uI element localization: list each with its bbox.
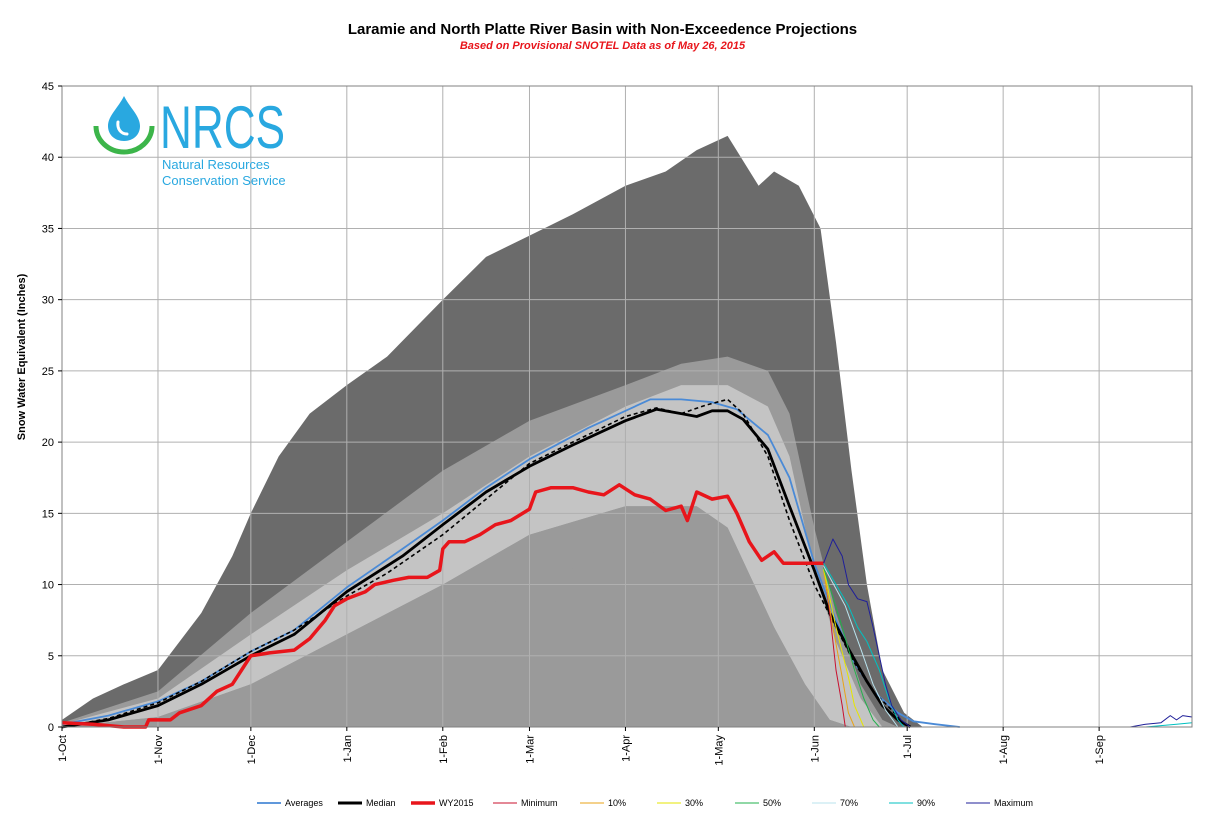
y-axis-ticks: 0 5 10 15 20 25 30 35 40 45 xyxy=(42,81,62,734)
series-line-50- xyxy=(823,567,880,728)
logo-line1: Natural Resources xyxy=(162,157,270,172)
gridlines xyxy=(61,85,1192,728)
x-tick-label: 1-May xyxy=(713,735,725,766)
legend-label: 30% xyxy=(685,798,703,808)
y-tick-label: 20 xyxy=(42,437,54,449)
drop-highlight-icon xyxy=(116,120,129,136)
y-tick-label: 25 xyxy=(42,366,54,378)
y-tick-label: 15 xyxy=(42,508,54,520)
nrcs-logo: NRCS Natural Resources Conservation Serv… xyxy=(93,94,286,188)
legend-label: Median xyxy=(366,798,396,808)
y-tick-label: 10 xyxy=(42,580,54,592)
series-line-70- xyxy=(823,565,899,728)
legend-label: 90% xyxy=(917,798,935,808)
y-tick-label: 30 xyxy=(42,295,54,307)
x-tick-label: 1-Dec xyxy=(246,735,258,765)
green-arc-icon xyxy=(93,125,155,155)
water-drop-icon xyxy=(108,96,140,141)
y-tick-label: 0 xyxy=(48,722,54,734)
x-axis-ticks: 1-Oct 1-Nov 1-Dec 1-Jan 1-Feb 1-Mar 1-Apr 1-May… xyxy=(57,727,1106,766)
series-line-10- xyxy=(823,570,855,728)
x-tick-label: 1-Jan xyxy=(342,735,354,763)
chart-title: Laramie and North Platte River Basin wit… xyxy=(347,21,858,38)
logo-brand: NRCS xyxy=(160,94,285,161)
series-line-median-dashed- xyxy=(61,398,908,728)
plot-frame xyxy=(61,85,1193,728)
x-tick-label: 1-Oct xyxy=(57,735,69,762)
legend-label: Minimum xyxy=(521,798,558,808)
y-tick-label: 40 xyxy=(42,152,54,164)
legend-label: WY2015 xyxy=(439,798,474,808)
y-tick-label: 45 xyxy=(42,81,54,93)
x-tick-label: 1-Apr xyxy=(620,735,632,762)
legend-label: 10% xyxy=(608,798,626,808)
x-tick-label: 1-Feb xyxy=(438,735,450,764)
x-tick-label: 1-Aug xyxy=(998,735,1010,764)
y-axis-label: Snow Water Equivalent (Inches) xyxy=(16,273,28,440)
percentile-bands xyxy=(62,135,1192,727)
x-tick-label: 1-Jul xyxy=(902,735,914,759)
series-line-wy2015 xyxy=(61,483,824,729)
logo-line2: Conservation Service xyxy=(162,173,286,188)
x-tick-label: 1-Sep xyxy=(1094,735,1106,764)
series-line-30- xyxy=(823,568,865,728)
legend-label: 50% xyxy=(763,798,781,808)
series-line-maximum xyxy=(823,538,911,728)
chart-subtitle: Based on Provisional SNOTEL Data as of M… xyxy=(459,40,746,52)
legend: Averages Median WY2015 Minimum 10% 30% 50% 70% 9… xyxy=(257,798,1033,808)
y-tick-label: 35 xyxy=(42,223,54,235)
series-lines xyxy=(61,398,1193,729)
x-tick-label: 1-Jun xyxy=(809,735,821,763)
x-tick-label: 1-Nov xyxy=(153,735,165,765)
legend-label: Maximum xyxy=(994,798,1033,808)
x-tick-label: 1-Mar xyxy=(524,735,536,764)
y-tick-label: 5 xyxy=(48,651,54,663)
series-line-90- xyxy=(823,562,905,728)
legend-label: Averages xyxy=(285,798,323,808)
legend-label: 70% xyxy=(840,798,858,808)
